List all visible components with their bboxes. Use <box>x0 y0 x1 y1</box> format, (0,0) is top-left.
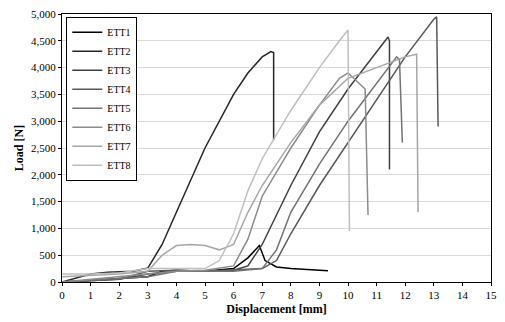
svg-text:Load [N]: Load [N] <box>12 125 26 171</box>
svg-text:2,000: 2,000 <box>31 169 56 181</box>
svg-text:1: 1 <box>88 289 94 301</box>
svg-text:3,500: 3,500 <box>31 88 56 100</box>
svg-text:6: 6 <box>231 289 237 301</box>
svg-text:11: 11 <box>371 289 382 301</box>
svg-text:1,500: 1,500 <box>31 195 56 207</box>
svg-text:ETT3: ETT3 <box>107 65 130 76</box>
svg-text:9: 9 <box>317 289 323 301</box>
svg-text:1,000: 1,000 <box>31 222 56 234</box>
svg-text:0: 0 <box>50 276 56 288</box>
svg-text:ETT4: ETT4 <box>107 84 130 95</box>
svg-text:500: 500 <box>39 249 56 261</box>
svg-text:13: 13 <box>428 289 440 301</box>
svg-text:2,500: 2,500 <box>31 142 56 154</box>
svg-text:5: 5 <box>202 289 208 301</box>
svg-text:7: 7 <box>259 289 265 301</box>
svg-text:3: 3 <box>145 289 151 301</box>
svg-text:0: 0 <box>59 289 65 301</box>
svg-text:15: 15 <box>486 289 498 301</box>
svg-text:ETT7: ETT7 <box>107 141 130 152</box>
svg-text:4,000: 4,000 <box>31 61 56 73</box>
svg-text:Displacement [mm]: Displacement [mm] <box>226 302 326 316</box>
svg-text:2: 2 <box>116 289 122 301</box>
svg-text:ETT5: ETT5 <box>107 103 130 114</box>
svg-text:14: 14 <box>457 289 469 301</box>
svg-text:ETT1: ETT1 <box>107 27 130 38</box>
svg-text:12: 12 <box>400 289 411 301</box>
svg-text:3,000: 3,000 <box>31 115 56 127</box>
svg-text:4: 4 <box>174 289 180 301</box>
svg-text:ETT8: ETT8 <box>107 160 130 171</box>
svg-text:10: 10 <box>343 289 355 301</box>
svg-text:ETT6: ETT6 <box>107 122 130 133</box>
svg-text:5,000: 5,000 <box>31 8 56 20</box>
svg-text:ETT2: ETT2 <box>107 46 130 57</box>
svg-text:8: 8 <box>288 289 294 301</box>
svg-text:4,500: 4,500 <box>31 35 56 47</box>
